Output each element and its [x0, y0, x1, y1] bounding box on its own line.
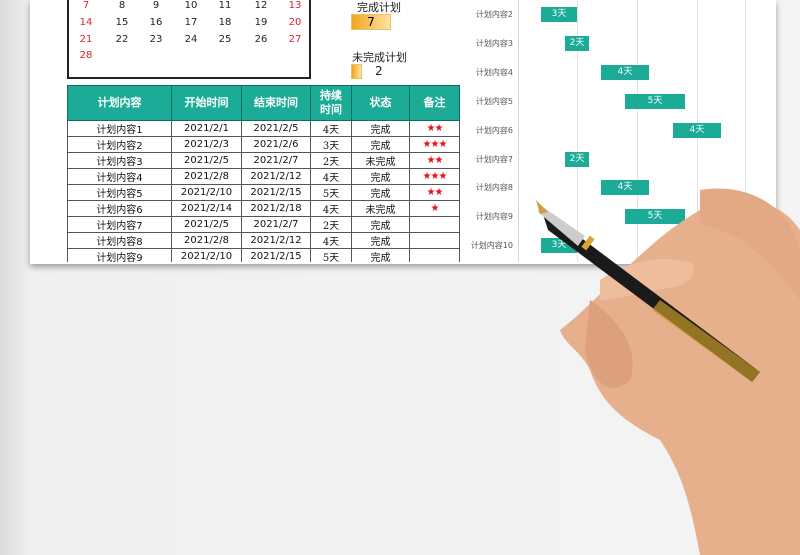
- legend-undone-value: 2: [375, 64, 383, 78]
- calendar-day[interactable]: 17: [184, 17, 198, 28]
- calendar-day[interactable]: 9: [152, 0, 160, 11]
- gantt-border: [745, 0, 746, 262]
- calendar-day[interactable]: 20: [288, 17, 302, 28]
- column-header: 状态: [351, 85, 410, 121]
- calendar-day[interactable]: 22: [115, 34, 129, 45]
- table-row: 计划内容8 2021/2/8 2021/2/12 4天 完成: [67, 232, 460, 249]
- calendar: 7 8 9 10 11 12 13 14 15 16 17 18 19 20 21 22 23 24 25 26 27 2…: [67, 0, 311, 79]
- gantt-bar[interactable]: 5天: [625, 93, 685, 109]
- gantt-label: 计划内容7: [475, 154, 513, 164]
- plan-table-wrap: 计划内容 开始时间 结束时间 持续时间 状态 备注 计划内容1 2021/2/1 2021/2…: [67, 85, 460, 262]
- table-row: 计划内容9 2021/2/10 2021/2/15 5天 完成: [67, 248, 460, 262]
- gantt-bar[interactable]: 4天: [601, 64, 649, 80]
- table-row: 计划内容6 2021/2/14 2021/2/18 4天 未完成 ★: [67, 200, 460, 217]
- rating-cell[interactable]: [409, 248, 460, 262]
- gantt-label: 计划内容2: [475, 10, 513, 19]
- gantt-label: 计划内容9: [475, 212, 513, 222]
- calendar-day[interactable]: 11: [218, 0, 232, 11]
- calendar-day[interactable]: 14: [79, 17, 93, 28]
- column-header: 结束时间: [241, 85, 311, 121]
- gantt-gridline: [637, 0, 638, 262]
- calendar-day[interactable]: 18: [218, 17, 232, 28]
- calendar-day[interactable]: 21: [79, 34, 93, 45]
- gantt-gridline: [577, 0, 578, 262]
- gantt-label: 计划内容4: [475, 67, 513, 77]
- gantt-bar[interactable]: 2天: [565, 35, 589, 51]
- gantt-label: 计划内容10: [470, 241, 513, 251]
- calendar-day[interactable]: 19: [254, 17, 268, 28]
- calendar-day[interactable]: 10: [184, 0, 198, 11]
- calendar-day[interactable]: 28: [79, 50, 93, 61]
- plan-table: 计划内容 开始时间 结束时间 持续时间 状态 备注 计划内容1 2021/2/1 2021/2…: [67, 85, 460, 262]
- gantt-bar[interactable]: 3天: [541, 7, 577, 22]
- calendar-day[interactable]: 23: [149, 34, 163, 45]
- gantt-label: 计划内容3: [475, 38, 513, 48]
- gantt-axis: [518, 0, 519, 262]
- gantt-bar[interactable]: 5天: [625, 209, 685, 225]
- gantt-bar[interactable]: 2天: [565, 151, 589, 167]
- calendar-day[interactable]: 8: [118, 0, 126, 11]
- legend-done-label: 完成计划: [357, 1, 401, 14]
- calendar-day[interactable]: 7: [82, 0, 90, 11]
- table-row: 计划内容5 2021/2/10 2021/2/15 5天 完成 ★★: [67, 184, 460, 201]
- gantt-label: 计划内容8: [475, 183, 513, 193]
- calendar-day[interactable]: 12: [254, 0, 268, 11]
- calendar-day[interactable]: 13: [288, 0, 302, 11]
- gantt-label: 计划内容6: [475, 125, 513, 135]
- calendar-day[interactable]: 16: [149, 17, 163, 28]
- legend-done-bar: 7: [351, 14, 391, 30]
- gantt-bar[interactable]: 4天: [673, 122, 721, 138]
- table-row: 计划内容1 2021/2/1 2021/2/5 4天 完成 ★★: [67, 120, 460, 137]
- table-row: 计划内容4 2021/2/8 2021/2/12 4天 完成 ★★★: [67, 168, 460, 185]
- calendar-day[interactable]: 26: [254, 34, 268, 45]
- legend-undone-label: 未完成计划: [352, 51, 407, 64]
- legend-undone-bar: [351, 64, 362, 79]
- calendar-day[interactable]: 25: [218, 34, 232, 45]
- column-header: 计划内容: [67, 85, 172, 121]
- column-header: 开始时间: [171, 85, 242, 121]
- calendar-day[interactable]: 15: [115, 17, 129, 28]
- calendar-day[interactable]: 24: [184, 34, 198, 45]
- gantt-bar[interactable]: 4天: [601, 180, 649, 196]
- column-header: 备注: [409, 85, 460, 121]
- calendar-day[interactable]: 27: [288, 34, 302, 45]
- gantt-label: 计划内容5: [475, 96, 513, 106]
